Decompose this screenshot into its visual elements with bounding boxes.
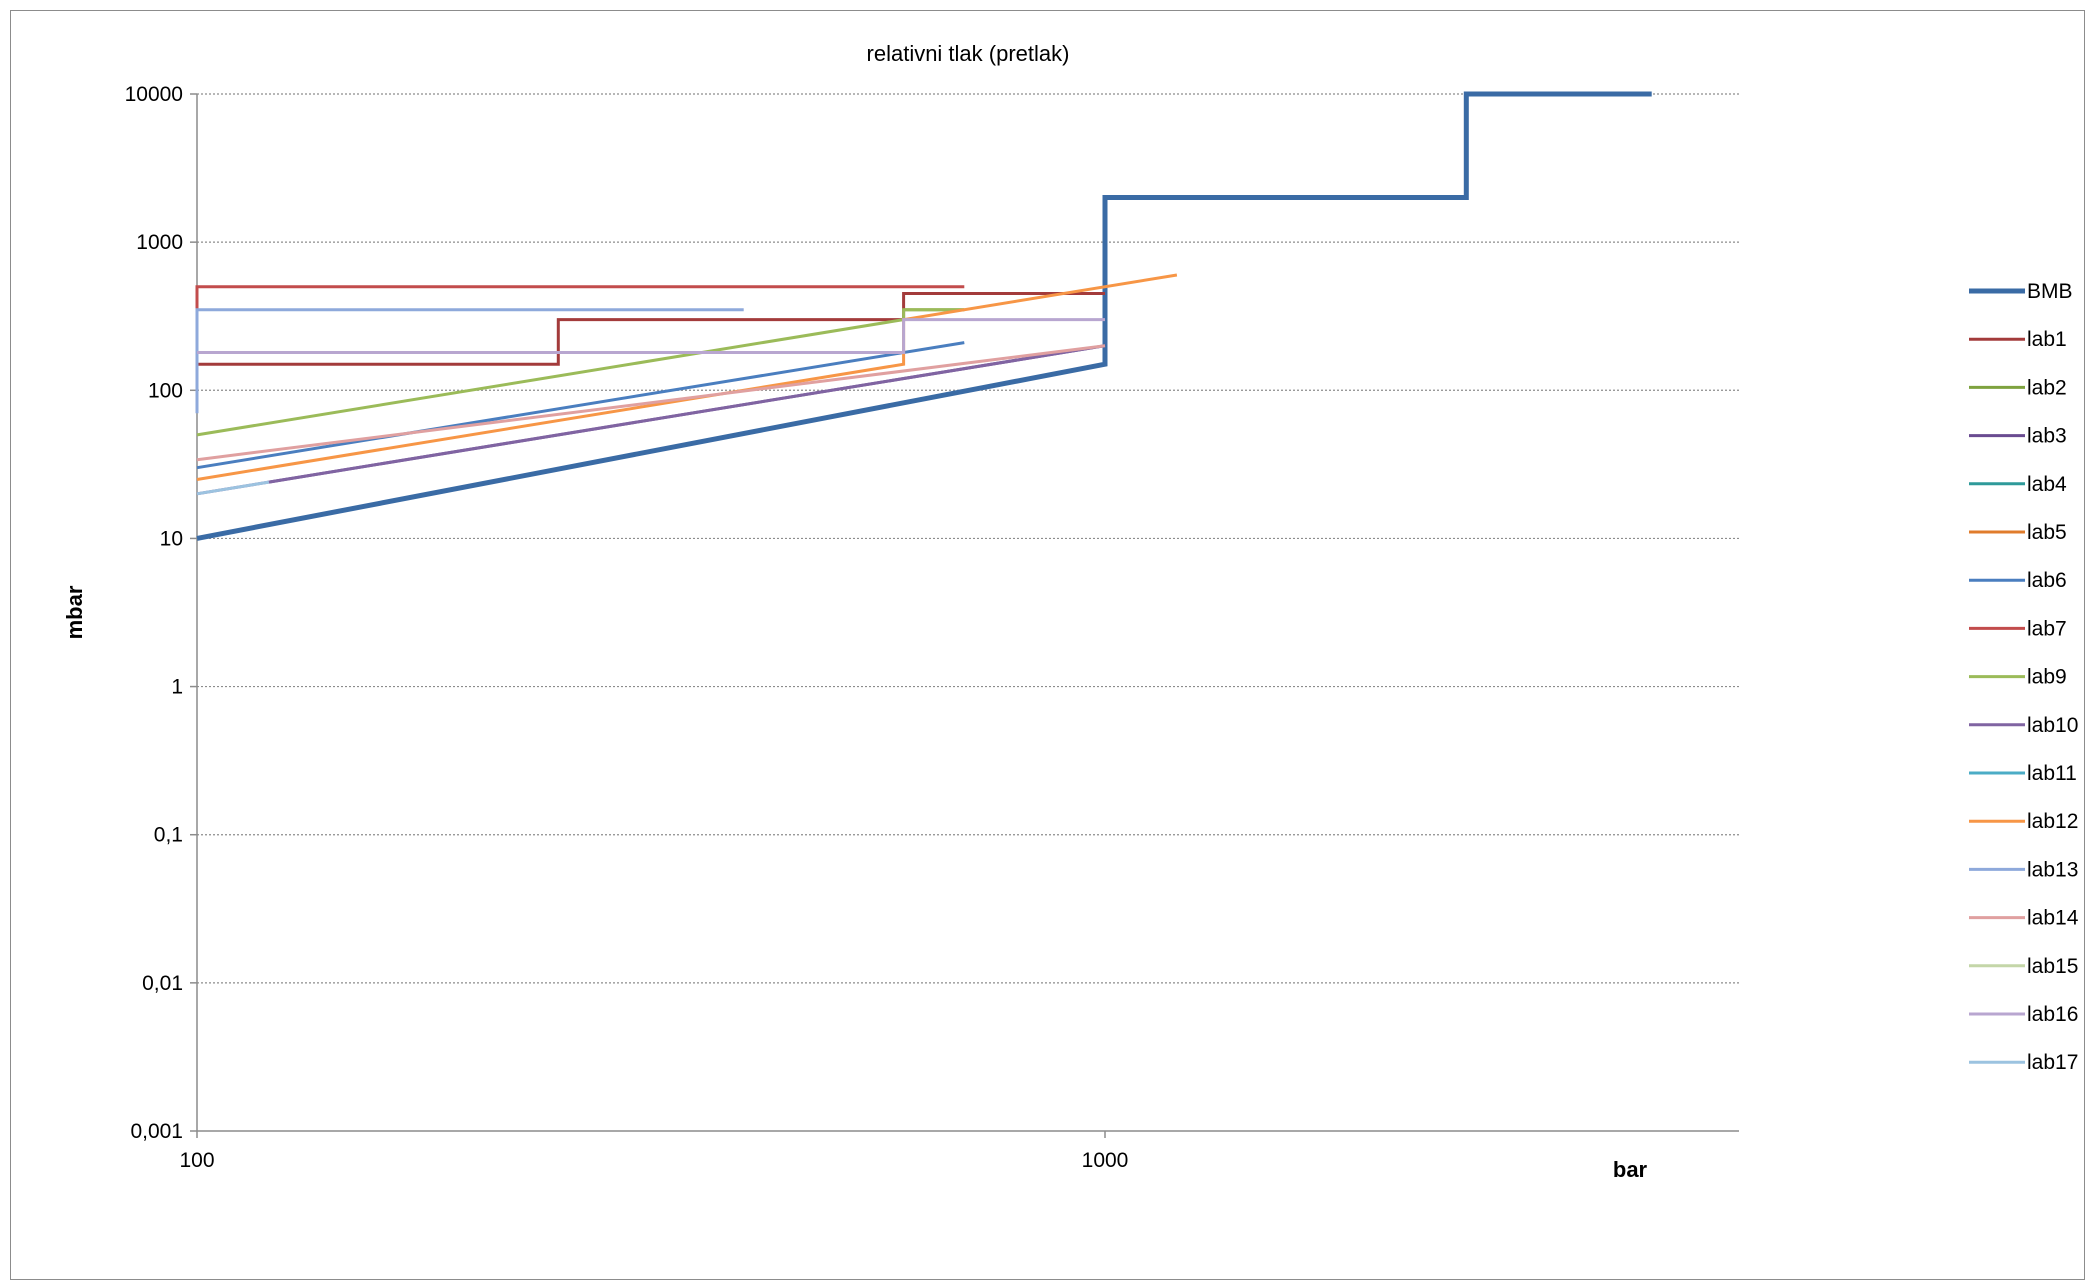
legend-label-lab2: lab2 xyxy=(2027,376,2067,399)
legend-label-lab16: lab16 xyxy=(2027,1003,2078,1026)
legend-label-lab17: lab17 xyxy=(2027,1051,2078,1074)
y-tick-label: 0,001 xyxy=(130,1120,183,1143)
series-line-lab6 xyxy=(196,341,965,470)
x-axis-label: bar xyxy=(1613,1157,1648,1182)
legend-label-lab4: lab4 xyxy=(2027,473,2067,496)
series-line-BMB xyxy=(196,91,1652,541)
chart-title: relativni tlak (pretlak) xyxy=(867,41,1070,66)
series-line-lab1 xyxy=(197,292,1105,366)
y-tick-label: 1 xyxy=(171,676,183,699)
series-line-lab9 xyxy=(196,308,965,437)
legend-label-lab6: lab6 xyxy=(2027,569,2067,592)
legend-label-BMB: BMB xyxy=(2027,280,2073,303)
x-tick-label: 1000 xyxy=(1082,1149,1129,1172)
legend-label-lab5: lab5 xyxy=(2027,521,2067,544)
series-line-lab16 xyxy=(197,318,1105,354)
series-line-lab13 xyxy=(195,308,744,414)
y-tick-label: 10 xyxy=(160,527,183,550)
legend-label-lab14: lab14 xyxy=(2027,907,2079,930)
legend-label-lab3: lab3 xyxy=(2027,425,2067,448)
y-axis-label: mbar xyxy=(62,585,87,639)
legend-label-lab11: lab11 xyxy=(2027,762,2077,785)
legend-label-lab1: lab1 xyxy=(2027,328,2067,351)
legend-layer: BMB lab1 lab2 lab3 lab4 lab5 lab6 lab7 lab9 lab10… xyxy=(1969,280,2079,1074)
legend-label-lab12: lab12 xyxy=(2027,810,2078,833)
legend-label-lab13: lab13 xyxy=(2027,858,2078,881)
legend-label-lab10: lab10 xyxy=(2027,714,2078,737)
y-tick-label: 1000 xyxy=(136,231,183,254)
grid-layer xyxy=(197,93,1739,984)
y-tick-label: 0,01 xyxy=(142,972,183,995)
y-tick-label: 10000 xyxy=(125,83,183,106)
legend-label-lab9: lab9 xyxy=(2027,666,2067,689)
series-line-lab14 xyxy=(196,344,1106,462)
chart-frame: 0,001 0,01 0,1 1 10 100 1000 10000 100 1000 BMB la… xyxy=(10,10,2085,1280)
x-tick-label: 100 xyxy=(179,1149,214,1172)
series-layer xyxy=(195,91,1652,541)
y-tick-label: 0,1 xyxy=(154,824,183,847)
series-line-lab7 xyxy=(195,285,965,310)
legend-label-lab7: lab7 xyxy=(2027,617,2067,640)
series-line-lab17 xyxy=(196,480,270,496)
series-line-lab10 xyxy=(196,344,1106,496)
chart-svg: 0,001 0,01 0,1 1 10 100 1000 10000 100 1000 BMB la… xyxy=(62,41,2079,1182)
legend-label-lab15: lab15 xyxy=(2027,955,2078,978)
axis-layer: 0,001 0,01 0,1 1 10 100 1000 10000 100 1000 xyxy=(125,83,1739,1172)
y-tick-label: 100 xyxy=(148,379,183,402)
